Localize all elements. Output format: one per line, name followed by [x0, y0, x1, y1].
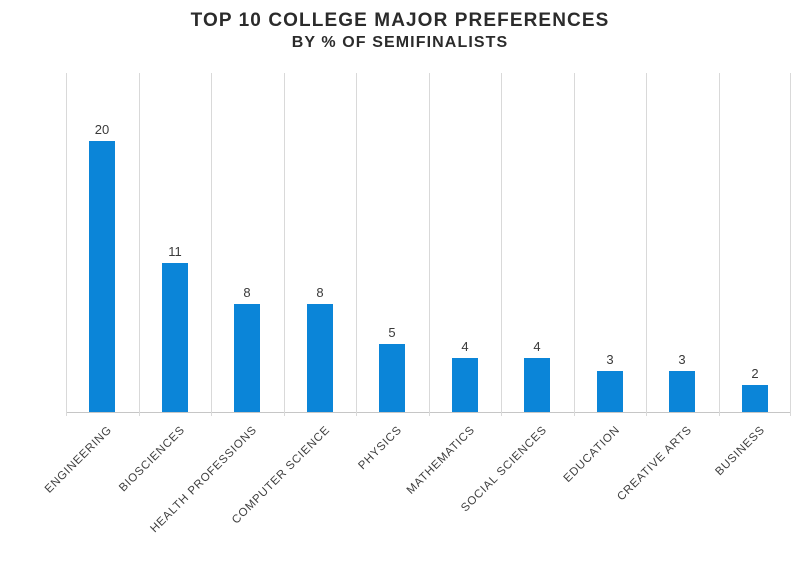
data-label: 4 [461, 339, 469, 354]
category-label: EDUCATION [561, 424, 623, 485]
x-axis-tick [211, 412, 212, 416]
category-label: MATHEMATICS [404, 424, 478, 497]
data-label: 4 [533, 339, 541, 354]
vertical-gridline [284, 73, 285, 412]
x-axis-tick [646, 412, 647, 416]
vertical-gridline [356, 73, 357, 412]
data-label: 8 [316, 285, 324, 300]
category-label: CREATIVE ARTS [615, 424, 695, 504]
vertical-gridline [574, 73, 575, 412]
category-label: BIOSCIENCES [117, 424, 188, 495]
x-axis-tick [574, 412, 575, 416]
bar-creative-arts [669, 371, 695, 412]
data-label: 5 [388, 325, 396, 340]
bar-social-sciences [524, 358, 550, 412]
vertical-gridline [429, 73, 430, 412]
vertical-gridline [646, 73, 647, 412]
category-label: BUSINESS [713, 424, 768, 479]
bar-education [597, 371, 623, 412]
bar-physics [379, 344, 405, 412]
category-label: PHYSICS [356, 424, 405, 473]
data-label: 8 [243, 285, 251, 300]
vertical-gridline [211, 73, 212, 412]
x-axis-tick [790, 412, 791, 416]
data-label: 3 [678, 352, 686, 367]
data-label: 20 [94, 122, 110, 137]
data-label: 2 [751, 366, 759, 381]
vertical-gridline [501, 73, 502, 412]
chart-subtitle: BY % OF SEMIFINALISTS [291, 34, 509, 51]
category-label: ENGINEERING [42, 424, 115, 496]
data-label: 3 [606, 352, 614, 367]
bar-biosciences [162, 263, 188, 412]
vertical-gridline [719, 73, 720, 412]
vertical-gridline [790, 73, 791, 412]
category-label: SOCIAL SCIENCES [459, 424, 550, 515]
bar-business [742, 385, 768, 412]
category-label: COMPUTER SCIENCE [230, 424, 333, 527]
x-axis-tick [501, 412, 502, 416]
x-axis-tick [139, 412, 140, 416]
x-axis-tick [429, 412, 430, 416]
category-label: HEALTH PROFESSIONS [148, 424, 260, 536]
data-label: 11 [168, 244, 182, 259]
x-axis-tick [284, 412, 285, 416]
bar-computer-science [307, 304, 333, 412]
plot-area: 20 11 8 8 5 4 4 3 3 2 [66, 73, 791, 416]
bar-engineering [89, 141, 115, 412]
bar-mathematics [452, 358, 478, 412]
x-axis-tick [356, 412, 357, 416]
vertical-gridline [139, 73, 140, 412]
x-axis-tick [66, 412, 67, 416]
chart-title: TOP 10 COLLEGE MAJOR PREFERENCES [190, 10, 610, 31]
vertical-gridline [66, 73, 67, 412]
bar-health-professions [234, 304, 260, 412]
x-axis-tick [719, 412, 720, 416]
